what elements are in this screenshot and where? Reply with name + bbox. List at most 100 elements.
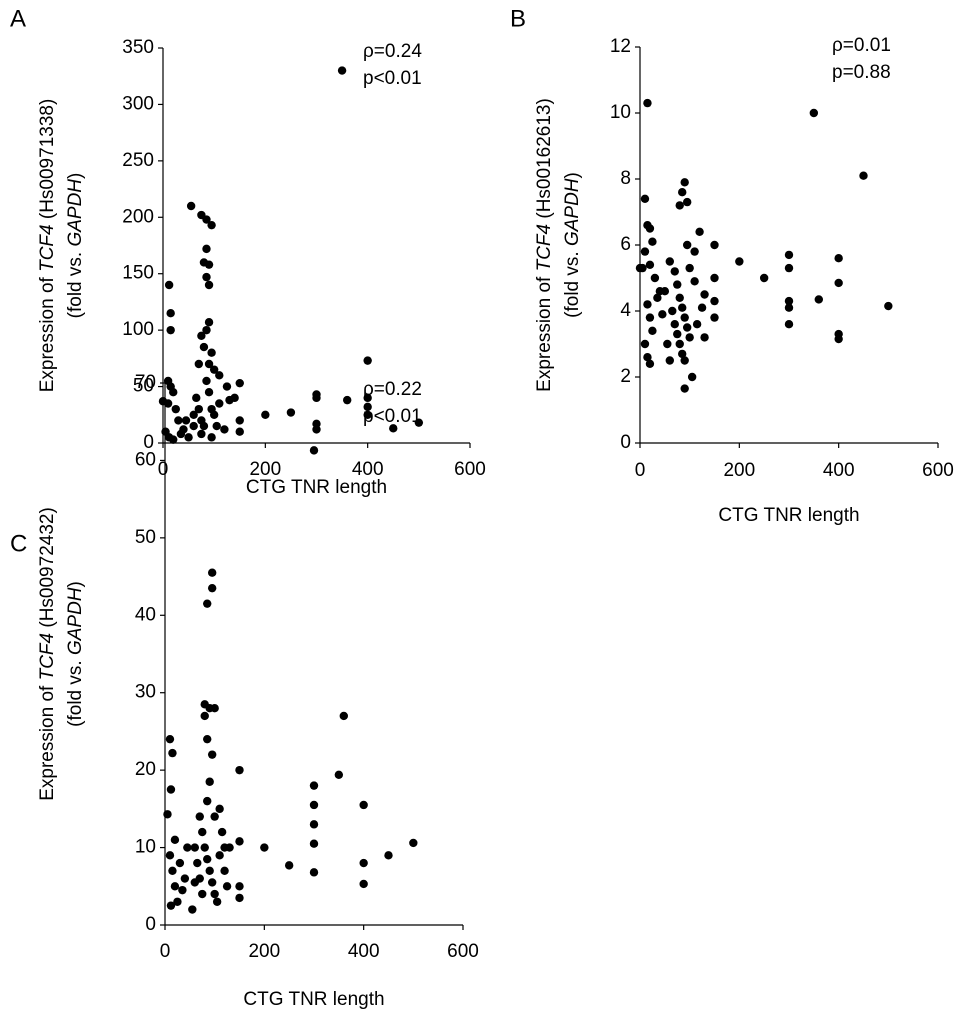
y-axis-label-part: (Hs00971338) bbox=[37, 99, 58, 225]
point bbox=[261, 410, 270, 419]
point bbox=[695, 227, 704, 236]
panel-label: B bbox=[510, 5, 526, 32]
point bbox=[175, 858, 185, 868]
y-tick-label: 50 bbox=[135, 527, 156, 548]
y-tick-label: 300 bbox=[122, 93, 154, 114]
point bbox=[215, 851, 224, 860]
y-axis-label: (fold vs. GAPDH) bbox=[65, 173, 86, 319]
point bbox=[834, 254, 843, 263]
point bbox=[784, 250, 794, 260]
y-axis-label-part: GAPDH bbox=[562, 178, 583, 246]
y-tick-label: 50 bbox=[133, 376, 154, 397]
y-tick-label: 250 bbox=[122, 150, 154, 171]
point bbox=[173, 897, 182, 906]
point bbox=[217, 827, 227, 837]
point bbox=[363, 393, 372, 403]
point bbox=[645, 260, 655, 269]
point bbox=[166, 785, 176, 794]
point bbox=[193, 858, 202, 868]
y-tick-label: 30 bbox=[135, 682, 156, 703]
point bbox=[680, 178, 689, 187]
point bbox=[198, 827, 207, 837]
point bbox=[215, 371, 224, 380]
point bbox=[359, 879, 368, 889]
point bbox=[673, 280, 682, 289]
y-axis-label-part: Expression of bbox=[37, 680, 58, 800]
point bbox=[309, 820, 319, 829]
point bbox=[640, 247, 650, 256]
point bbox=[809, 108, 819, 118]
y-tick-label: 150 bbox=[122, 263, 154, 284]
point bbox=[685, 333, 694, 342]
y-axis-label: (fold vs. GAPDH) bbox=[65, 581, 86, 727]
x-axis-label: CTG TNR length bbox=[718, 505, 859, 526]
point bbox=[645, 359, 655, 368]
point bbox=[663, 339, 672, 349]
point bbox=[205, 866, 214, 875]
point bbox=[204, 260, 214, 269]
y-axis-label: Expression of TCF4 (Hs00971338) bbox=[37, 99, 58, 393]
point bbox=[222, 382, 232, 391]
point bbox=[675, 339, 684, 349]
point bbox=[682, 240, 692, 250]
annotation: p<0.01 bbox=[363, 406, 422, 427]
point bbox=[203, 734, 212, 744]
point bbox=[334, 770, 344, 779]
point bbox=[312, 393, 321, 403]
y-tick-label: 2 bbox=[620, 366, 631, 387]
point bbox=[682, 197, 692, 207]
point bbox=[700, 290, 709, 299]
point bbox=[202, 325, 211, 335]
point bbox=[202, 215, 211, 224]
point bbox=[640, 194, 650, 203]
x-tick-label: 0 bbox=[160, 941, 171, 962]
y-tick-label: 70 bbox=[135, 372, 156, 393]
point bbox=[834, 334, 843, 344]
point bbox=[195, 874, 204, 883]
point bbox=[680, 384, 689, 393]
point bbox=[643, 353, 652, 362]
y-tick-label: 100 bbox=[122, 319, 154, 340]
annotation: ρ=0.22 bbox=[363, 379, 422, 400]
point bbox=[210, 812, 219, 821]
point bbox=[655, 287, 665, 296]
point bbox=[635, 263, 645, 273]
point bbox=[192, 393, 201, 403]
point bbox=[690, 277, 699, 286]
point bbox=[164, 280, 174, 290]
point bbox=[784, 303, 794, 312]
point bbox=[165, 734, 175, 744]
y-axis-label: (fold vs. GAPDH) bbox=[562, 172, 583, 318]
point bbox=[204, 280, 214, 290]
point bbox=[884, 301, 893, 311]
point bbox=[200, 711, 209, 721]
point bbox=[359, 800, 368, 810]
y-axis-label-part: ) bbox=[65, 173, 86, 179]
panel-label: C bbox=[10, 530, 27, 557]
y-axis-label-part: TCF4 bbox=[37, 224, 58, 272]
point bbox=[212, 421, 221, 431]
point bbox=[692, 320, 702, 329]
x-tick-label: 400 bbox=[352, 459, 384, 480]
point bbox=[309, 839, 319, 848]
point bbox=[215, 399, 224, 408]
point bbox=[235, 893, 244, 903]
point bbox=[235, 427, 244, 436]
point bbox=[389, 424, 398, 433]
y-axis-label-part: (fold vs. bbox=[65, 655, 86, 727]
point bbox=[181, 416, 191, 425]
y-axis-label-part: (Hs00972432) bbox=[37, 507, 58, 633]
point bbox=[170, 882, 180, 891]
x-tick-label: 600 bbox=[922, 460, 954, 481]
point bbox=[207, 220, 216, 230]
point bbox=[207, 568, 217, 577]
y-tick-label: 0 bbox=[145, 914, 156, 935]
point bbox=[168, 866, 177, 875]
point bbox=[203, 796, 212, 806]
y-tick-label: 10 bbox=[135, 837, 156, 858]
y-axis-label-part: TCF4 bbox=[534, 224, 555, 272]
point bbox=[202, 244, 211, 254]
point bbox=[163, 810, 172, 819]
point bbox=[215, 804, 224, 814]
point bbox=[697, 303, 707, 312]
